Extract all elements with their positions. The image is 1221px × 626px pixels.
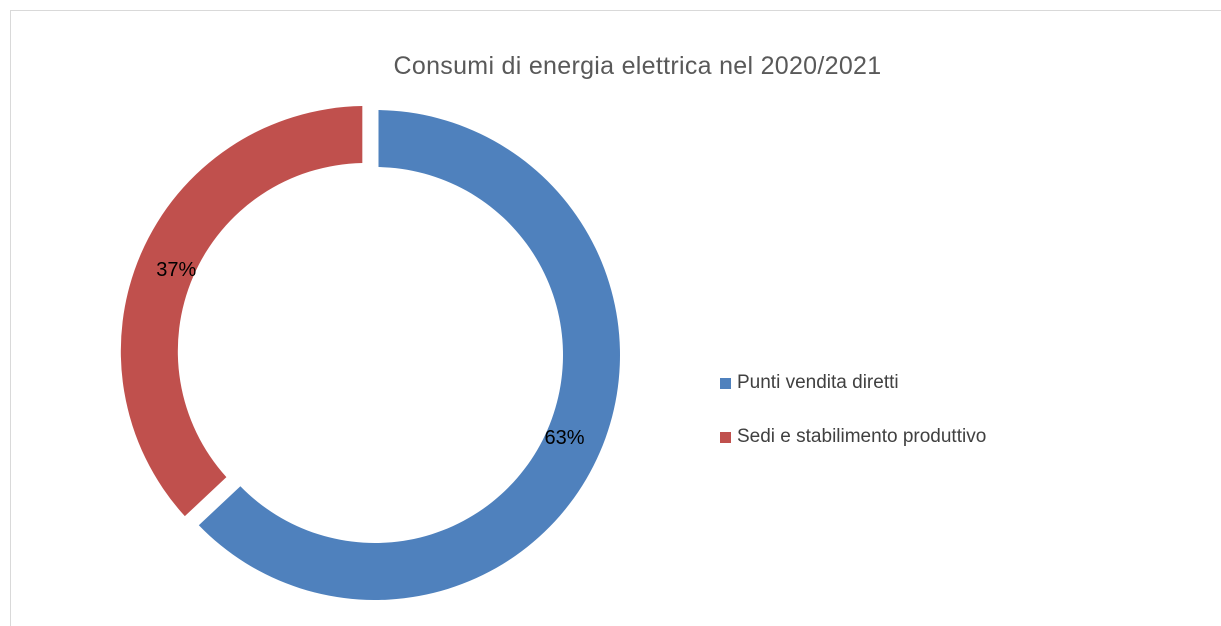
- chart-title: Consumi di energia elettrica nel 2020/20…: [393, 52, 882, 80]
- legend-item-punti-vendita: Punti vendita diretti: [720, 370, 986, 396]
- legend: Punti vendita diretti Sedi e stabiliment…: [720, 370, 986, 478]
- legend-swatch-punti-vendita: [720, 377, 731, 389]
- legend-swatch-sedi-stabilimento: [720, 431, 731, 443]
- legend-item-sedi-stabilimento: Sedi e stabilimento produttivo: [720, 424, 986, 450]
- donut-slice-1: [120, 106, 363, 517]
- donut-slice-0: [198, 110, 620, 601]
- legend-label-sedi-stabilimento: Sedi e stabilimento produttivo: [737, 426, 987, 447]
- slice-label-1: 37%: [156, 259, 196, 281]
- legend-label-punti-vendita: Punti vendita diretti: [737, 372, 899, 393]
- slice-label-0: 63%: [545, 427, 585, 449]
